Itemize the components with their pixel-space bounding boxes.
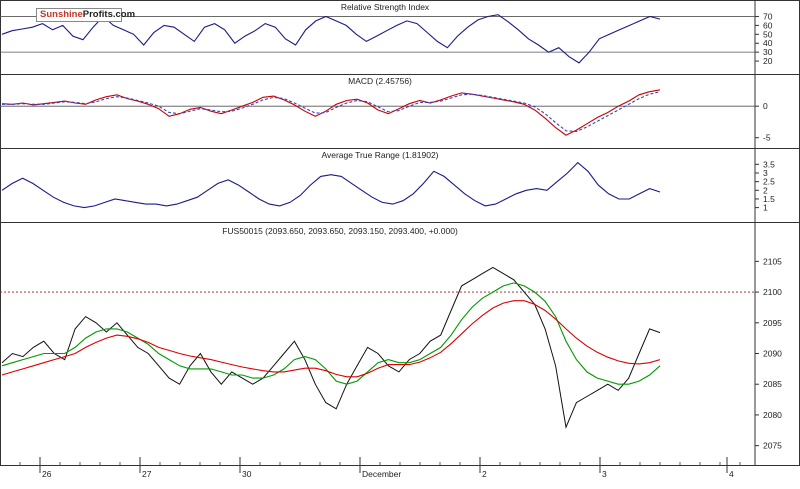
price-tick-label: 2090 xyxy=(763,349,782,359)
x-tick-label: 2 xyxy=(482,469,487,479)
slow-ma-line xyxy=(1,300,661,378)
price-tick-label: 2105 xyxy=(763,256,782,266)
x-tick-label: 27 xyxy=(142,469,152,479)
rsi-tick-label: 30 xyxy=(763,47,773,57)
macd-line xyxy=(1,89,661,136)
x-tick-label: 4 xyxy=(729,469,734,479)
atr-tick-label: 2.5 xyxy=(763,177,775,187)
fast-ma-line xyxy=(1,282,661,385)
atr-tick-label: 2 xyxy=(763,185,768,195)
price-tick-label: 2085 xyxy=(763,379,782,389)
atr-tick-label: 1.5 xyxy=(763,194,775,204)
atr-line xyxy=(1,161,661,209)
macd-tick-label: -5 xyxy=(763,133,771,143)
price-tick-label: 2095 xyxy=(763,318,782,328)
x-tick-label: 30 xyxy=(242,469,252,479)
atr-title: Average True Range (1.81902) xyxy=(321,150,438,160)
rsi-tick-label: 70 xyxy=(763,11,773,21)
atr-tick-label: 1 xyxy=(763,203,768,213)
rsi-tick-label: 60 xyxy=(763,20,773,30)
x-tick-label: 3 xyxy=(602,469,607,479)
x-axis: 26 27 30 December 2 3 4 xyxy=(19,457,741,479)
rsi-title: Relative Strength Index xyxy=(341,2,430,12)
price-tick-label: 2075 xyxy=(763,441,782,451)
atr-tick-label: 3.5 xyxy=(763,159,775,169)
price-tick-label: 2100 xyxy=(763,287,782,297)
x-tick-label: December xyxy=(362,469,401,479)
x-tick-label: 26 xyxy=(42,469,52,479)
rsi-tick-label: 50 xyxy=(763,29,773,39)
sunshine-profits-logo: SunshineProfits.com xyxy=(36,8,135,22)
macd-signal-line xyxy=(2,91,661,132)
rsi-line xyxy=(1,14,661,64)
price-panel: FUS50015 (2093.650, 2093.650, 2093.150, … xyxy=(0,226,782,451)
rsi-tick-label: 20 xyxy=(763,56,773,66)
price-tick-label: 2080 xyxy=(763,410,782,420)
macd-tick-label: 0 xyxy=(763,101,768,111)
logo-text-part1: Sunshine xyxy=(40,9,83,20)
macd-panel: MACD (2.45756) 0 -5 xyxy=(0,76,771,143)
atr-tick-label: 3 xyxy=(763,168,768,178)
macd-title: MACD (2.45756) xyxy=(348,76,412,86)
price-line xyxy=(1,266,661,429)
price-title: FUS50015 (2093.650, 2093.650, 2093.150, … xyxy=(222,226,458,236)
atr-panel: Average True Range (1.81902) 3.532.521.51 xyxy=(1,150,775,213)
logo-text-part2: Profits.com xyxy=(82,9,136,20)
rsi-tick-label: 40 xyxy=(763,38,773,48)
